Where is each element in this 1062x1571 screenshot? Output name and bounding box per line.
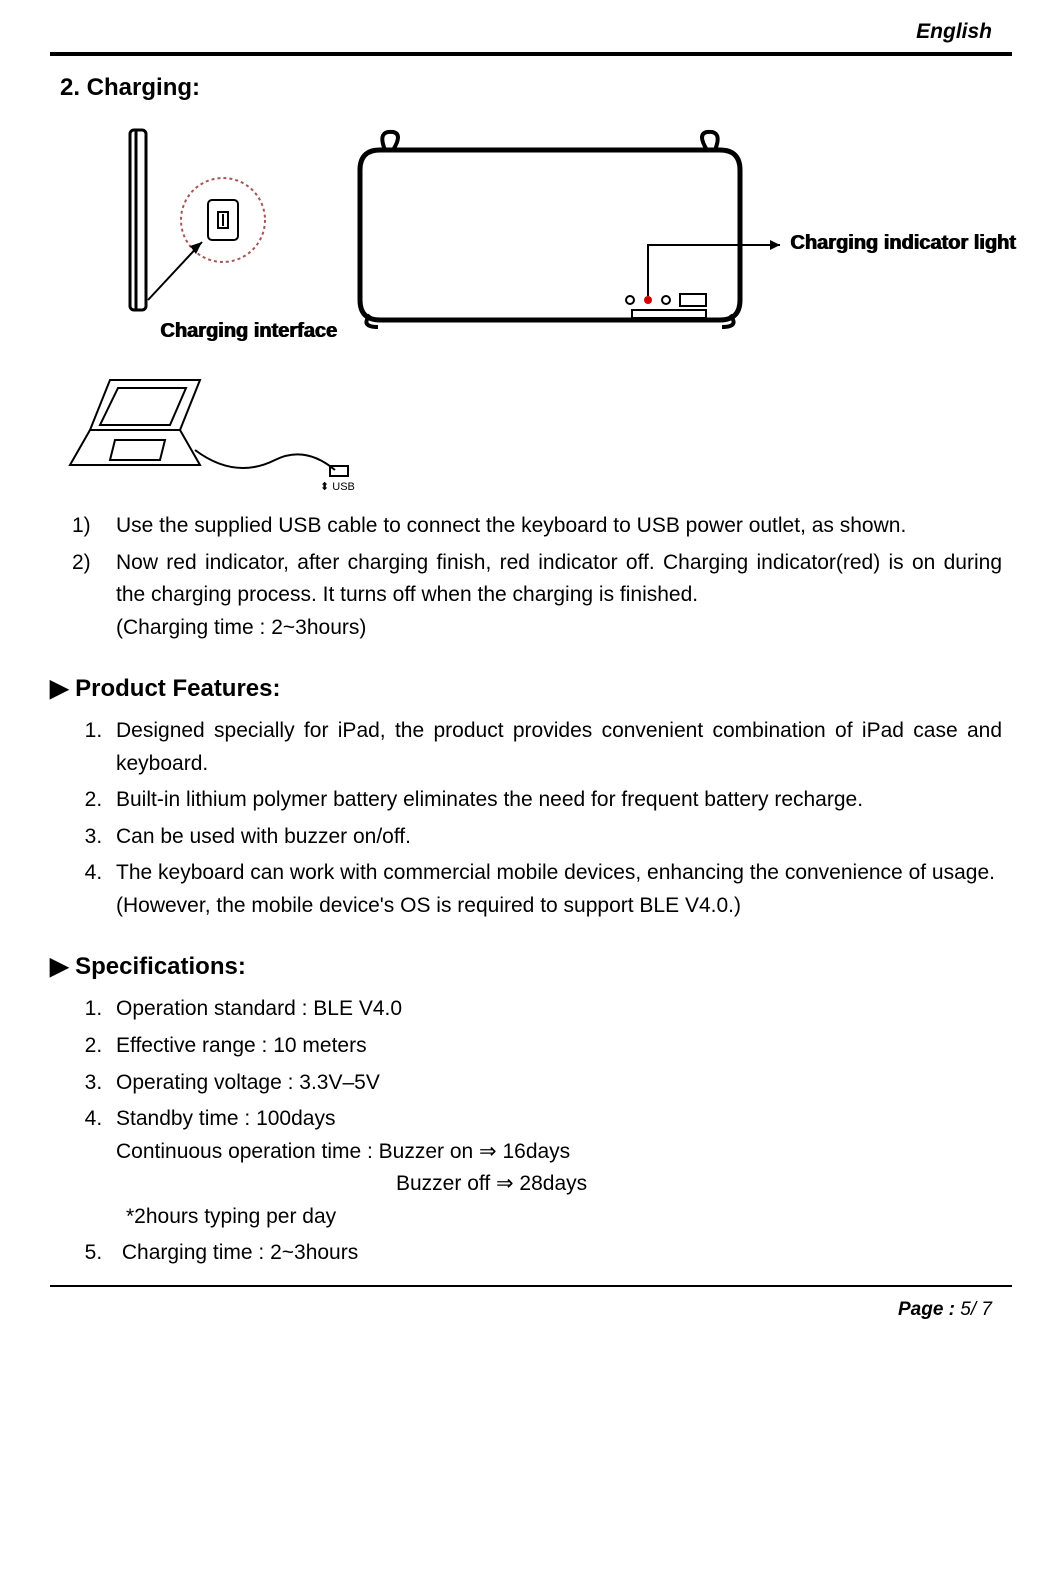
spec-5-text: Charging time : 2~3hours — [122, 1241, 358, 1264]
footer-label: Page : — [898, 1299, 955, 1320]
feature-2: Built-in lithium polymer battery elimina… — [108, 784, 1002, 817]
language-header: English — [50, 20, 1012, 44]
diagram-svg: ⬍ USB — [60, 120, 1020, 500]
charging-diagram: ⬍ USB Charging interface Charging indica… — [60, 120, 1020, 500]
charging-step-2-note: (Charging time : 2~3hours) — [116, 612, 1002, 645]
feature-3: Can be used with buzzer on/off. — [108, 821, 1002, 854]
feature-1: Designed specially for iPad, the product… — [108, 715, 1002, 780]
spec-4-note: *2hours typing per day — [116, 1201, 1002, 1234]
specs-list: Operation standard : BLE V4.0 Effective … — [50, 993, 1002, 1269]
feature-4: The keyboard can work with commercial mo… — [108, 857, 1002, 922]
page: English 2. Charging: — [0, 0, 1062, 1571]
spec-3: Operating voltage : 3.3V–5V — [108, 1067, 1002, 1100]
spec-4: Standby time : 100days Continuous operat… — [108, 1103, 1002, 1233]
charging-step-1: Use the supplied USB cable to connect th… — [108, 510, 1002, 543]
spec-5: Charging time : 2~3hours — [108, 1237, 1002, 1270]
spec-4-line3: Buzzer off ⇒ 28days — [116, 1168, 1002, 1201]
charging-title: 2. Charging: — [60, 74, 1012, 102]
svg-text:⬍ USB: ⬍ USB — [320, 481, 355, 493]
label-charging-interface: Charging interface — [160, 320, 337, 343]
charging-step-2: Now red indicator, after charging finish… — [108, 547, 1002, 645]
spec-1: Operation standard : BLE V4.0 — [108, 993, 1002, 1026]
charging-step-1-text: Use the supplied USB cable to connect th… — [116, 514, 906, 537]
spec-2: Effective range : 10 meters — [108, 1030, 1002, 1063]
page-footer: Page : 5/ 7 — [50, 1299, 1012, 1321]
feature-4-note: (However, the mobile device's OS is requ… — [116, 890, 1002, 923]
feature-4-text: The keyboard can work with commercial mo… — [116, 861, 995, 884]
spec-4-line1: Standby time : 100days — [116, 1107, 335, 1130]
bottom-rule — [50, 1285, 1012, 1287]
spec-4-line2: Continuous operation time : Buzzer on ⇒ … — [116, 1136, 1002, 1169]
charging-steps: Use the supplied USB cable to connect th… — [50, 510, 1002, 644]
top-rule — [50, 52, 1012, 56]
footer-value: 5/ 7 — [960, 1299, 992, 1320]
features-title: ▶ Product Features: — [50, 674, 1012, 703]
label-indicator-light: Charging indicator light — [790, 232, 1016, 255]
features-list: Designed specially for iPad, the product… — [50, 715, 1002, 922]
charging-step-2-text: Now red indicator, after charging finish… — [116, 551, 1002, 607]
specs-title: ▶ Specifications: — [50, 952, 1012, 981]
